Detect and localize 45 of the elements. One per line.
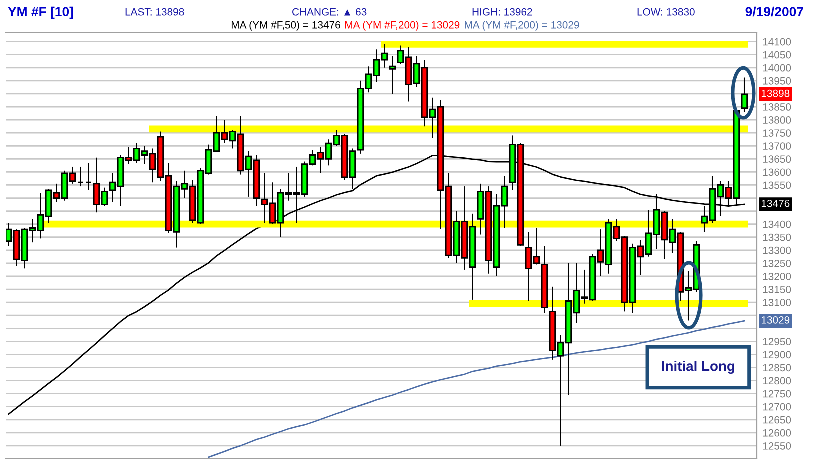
y-tick-label: 13850 <box>763 104 792 111</box>
annotation: 13898 <box>762 90 790 98</box>
y-tick-label: 14050 <box>763 51 792 59</box>
y-tick-label: 13350 <box>763 234 792 242</box>
y-tick-label: 12800 <box>763 377 792 385</box>
y-tick-label: 13550 <box>763 182 792 190</box>
text: LOW: 13830 <box>638 8 695 16</box>
y-tick-label: 13250 <box>763 260 792 268</box>
text: MA (YM #F,200) = 13029 <box>465 21 580 31</box>
text: 9/19/2007 <box>746 6 804 17</box>
y-tick-label: 12650 <box>763 416 792 424</box>
y-tick-label: 14100 <box>763 38 792 46</box>
y-tick-label: 12600 <box>763 429 792 437</box>
y-tick-label: 13300 <box>763 246 792 254</box>
y-tick-label: 13700 <box>763 142 792 150</box>
annotation: Initial Long <box>662 361 735 374</box>
y-tick-label: 12850 <box>763 364 792 372</box>
y-tick-label: 14000 <box>763 64 792 72</box>
y-tick-label: 13650 <box>763 156 792 164</box>
annotation: 13029 <box>762 316 790 324</box>
y-tick-label: 12700 <box>763 403 792 411</box>
text: MA (YM #F,50) = 13476 <box>232 21 340 31</box>
y-tick-label: 13950 <box>763 77 792 85</box>
candlestick <box>389 55 396 95</box>
line-series <box>208 320 746 458</box>
candlestick <box>77 166 84 188</box>
y-tick-label: 13400 <box>763 220 792 228</box>
y-tick-label: 13600 <box>763 168 792 176</box>
text: LAST: 13898 <box>126 8 184 16</box>
chart-title: YM #F [10] <box>8 6 74 20</box>
y-tick-label: 12950 <box>763 338 792 346</box>
y-tick-label: 13100 <box>763 299 792 306</box>
y-tick-label: 13750 <box>763 130 792 137</box>
y-tick-label: 12750 <box>763 390 792 398</box>
text: CHANGE: ▲ 63 <box>292 8 367 16</box>
candlestick <box>85 162 92 192</box>
text: MA (YM #F,200) = 13029 <box>345 21 460 31</box>
text: HIGH: 13962 <box>472 8 532 16</box>
y-tick-label: 13150 <box>763 286 792 294</box>
y-tick-label: 12550 <box>763 442 792 450</box>
candlestick <box>741 77 748 113</box>
y-tick-label: 12900 <box>763 351 792 359</box>
annotation: 13476 <box>762 200 790 208</box>
y-tick-label: 13200 <box>763 272 792 280</box>
y-tick-label: 13800 <box>763 116 792 124</box>
